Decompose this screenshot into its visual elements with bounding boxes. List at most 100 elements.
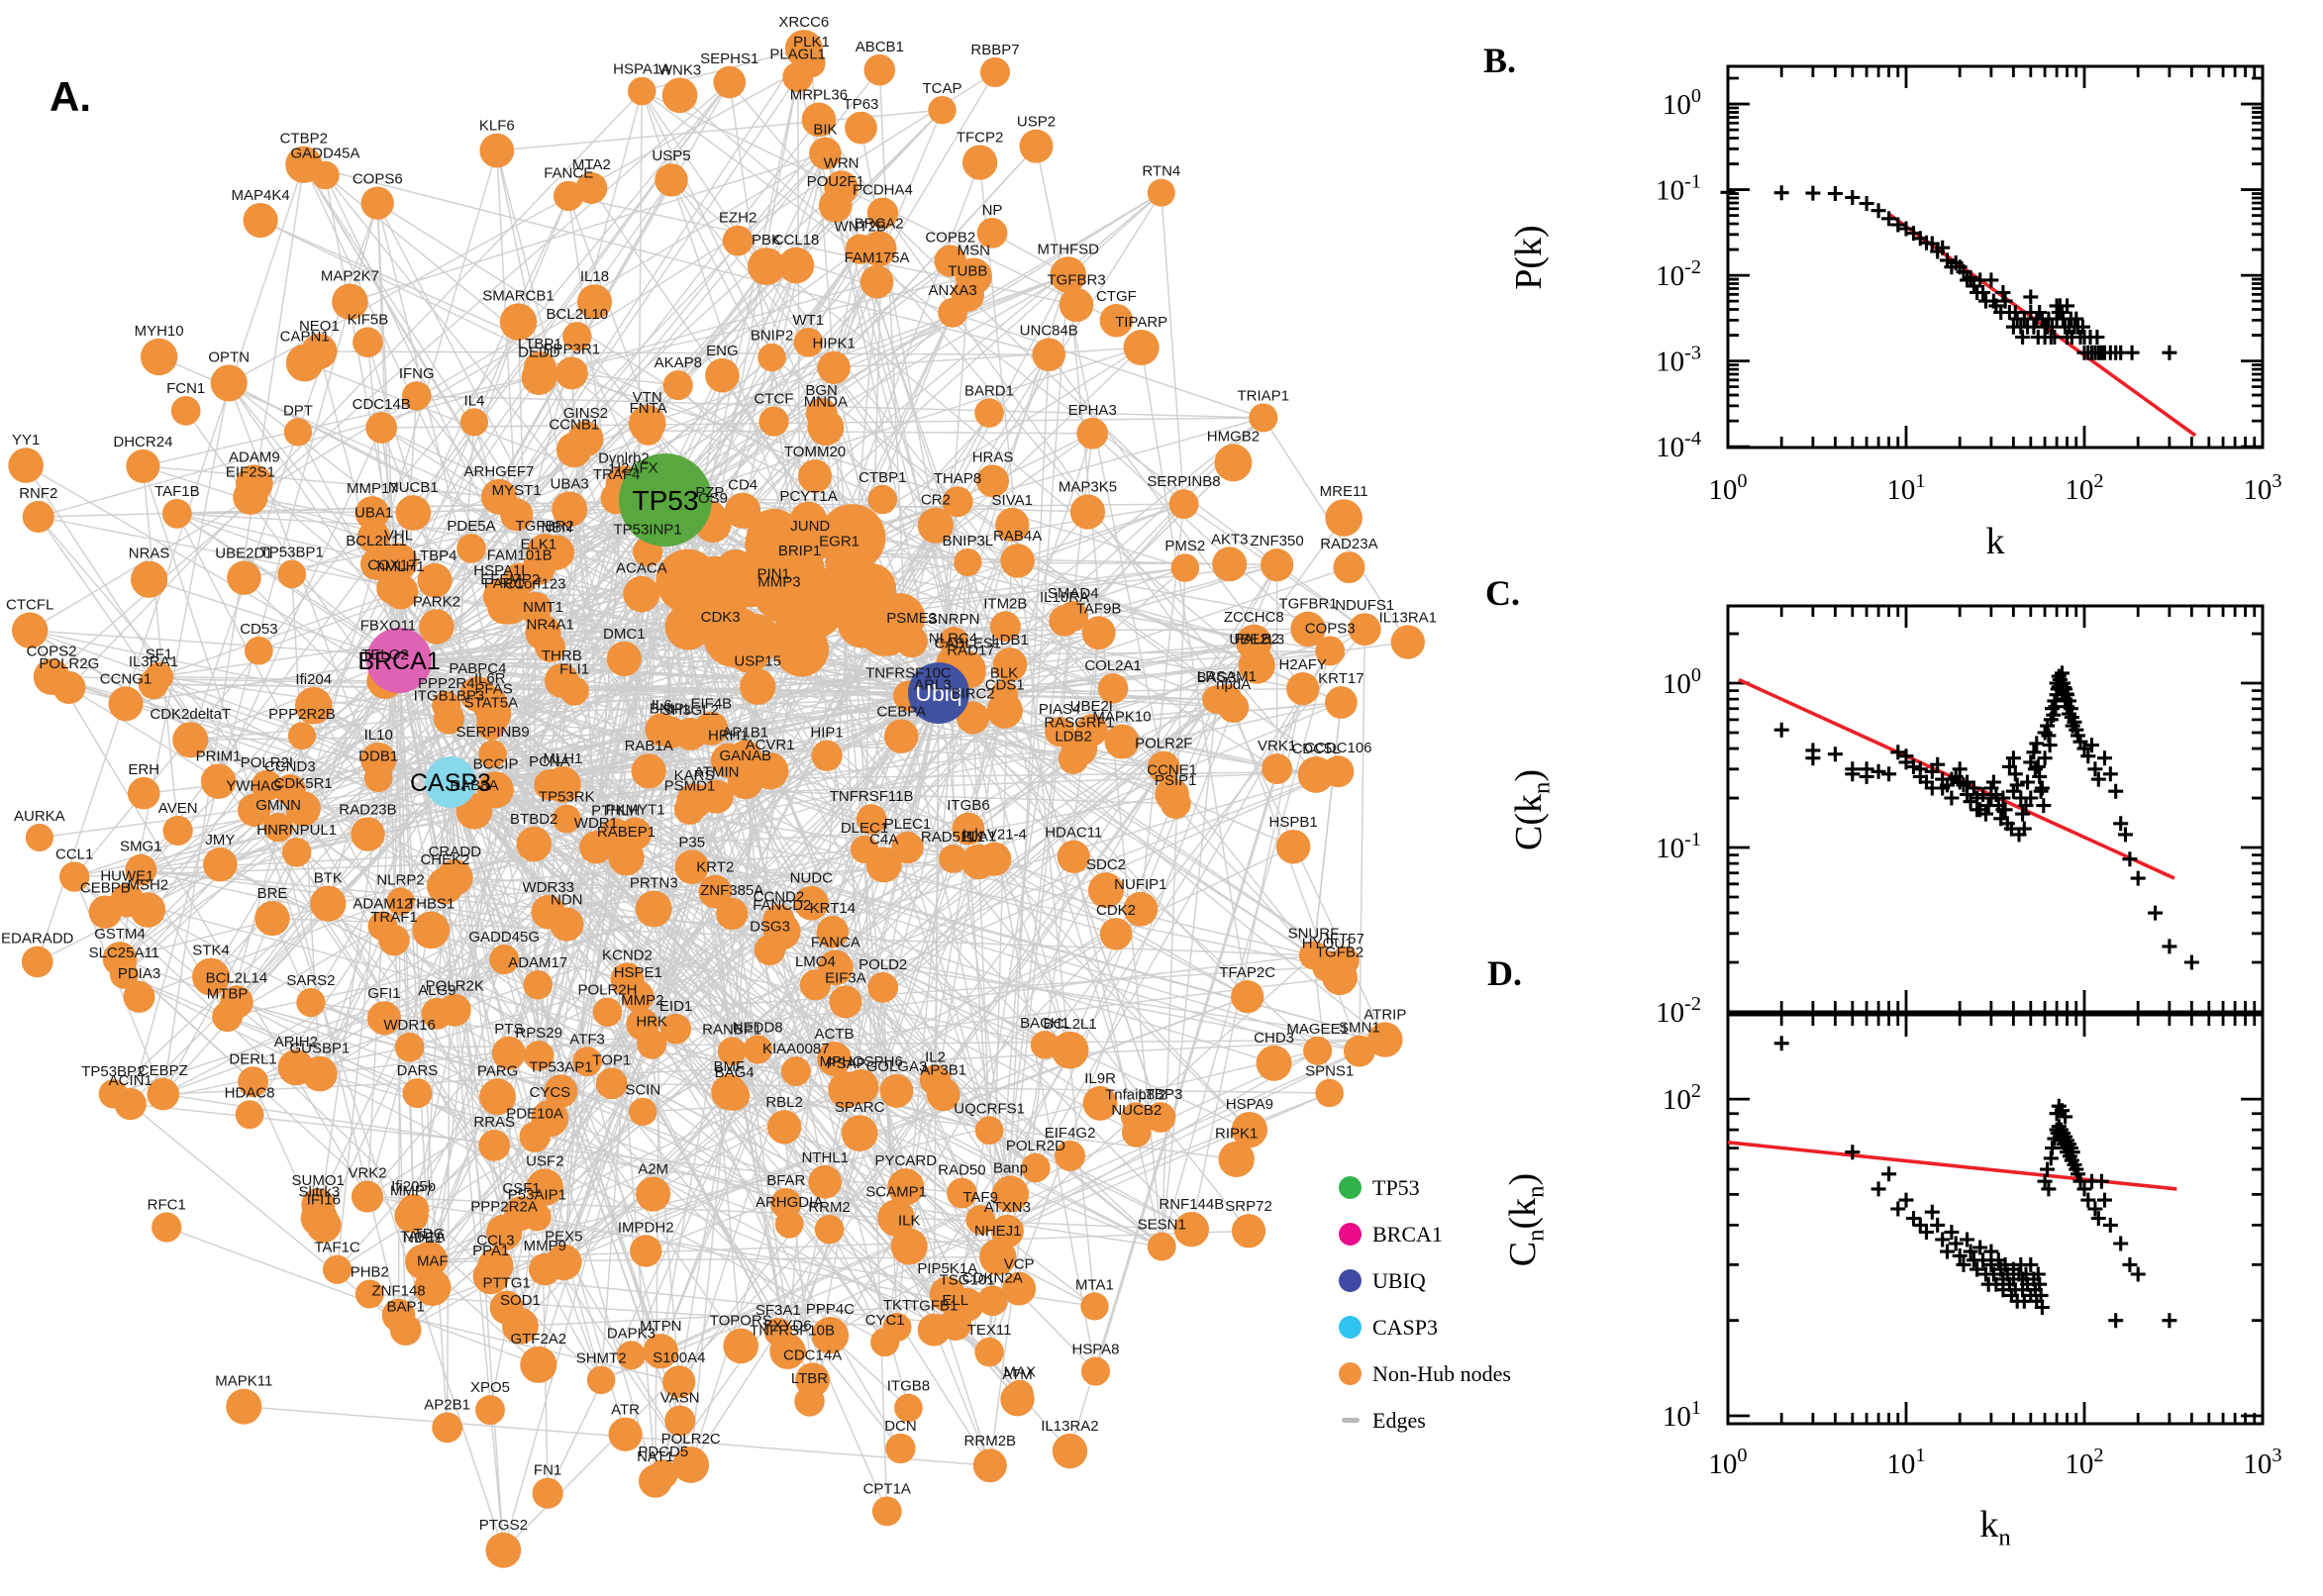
svg-text:PSMD1: PSMD1 bbox=[664, 778, 716, 795]
svg-text:STK4: STK4 bbox=[192, 943, 230, 959]
svg-text:BNIP2: BNIP2 bbox=[751, 328, 793, 345]
legend-item-nonhub: Non-Hub nodes bbox=[1339, 1350, 1511, 1397]
svg-text:10-1: 10-1 bbox=[1656, 829, 1701, 864]
svg-text:SF3A1: SF3A1 bbox=[756, 1302, 801, 1319]
svg-text:PDIA3: PDIA3 bbox=[118, 965, 160, 982]
svg-text:PALB2: PALB2 bbox=[1234, 631, 1279, 648]
svg-text:MMP9: MMP9 bbox=[524, 1238, 566, 1254]
svg-text:PARG: PARG bbox=[477, 1062, 518, 1079]
svg-text:KIF5B: KIF5B bbox=[348, 311, 389, 328]
svg-text:THRB: THRB bbox=[542, 648, 582, 664]
svg-text:TFCP2: TFCP2 bbox=[957, 129, 1004, 146]
svg-text:XPO5: XPO5 bbox=[470, 1379, 510, 1396]
svg-text:DCN: DCN bbox=[884, 1418, 917, 1435]
svg-text:HRK: HRK bbox=[636, 1014, 667, 1031]
svg-text:ADAM9: ADAM9 bbox=[229, 449, 280, 465]
svg-text:SERPINB8: SERPINB8 bbox=[1147, 473, 1220, 490]
svg-text:RABEP1: RABEP1 bbox=[597, 824, 656, 841]
svg-text:CTBP2: CTBP2 bbox=[280, 131, 328, 148]
svg-text:SRP72: SRP72 bbox=[1225, 1198, 1272, 1215]
svg-text:HRAS: HRAS bbox=[972, 449, 1014, 465]
svg-text:PPP2R2B: PPP2R2B bbox=[268, 706, 336, 723]
svg-text:SOD1: SOD1 bbox=[500, 1292, 541, 1309]
svg-text:CEBPZ: CEBPZ bbox=[139, 1062, 188, 1079]
svg-text:WDR16: WDR16 bbox=[383, 1017, 436, 1034]
svg-text:IL13RA2: IL13RA2 bbox=[1041, 1418, 1098, 1435]
svg-text:RTN4: RTN4 bbox=[1142, 163, 1180, 180]
svg-text:100: 100 bbox=[1663, 85, 1701, 121]
svg-text:MTA1: MTA1 bbox=[1075, 1276, 1114, 1293]
svg-text:POLR2G: POLR2G bbox=[39, 655, 99, 672]
svg-text:THAP8: THAP8 bbox=[934, 470, 981, 487]
svg-text:Dynlrb2: Dynlrb2 bbox=[598, 449, 650, 466]
svg-text:Ifi205b: Ifi205b bbox=[391, 1178, 436, 1195]
svg-text:EID1: EID1 bbox=[659, 998, 692, 1015]
hub-node-ubiq: Ubiq bbox=[908, 662, 969, 724]
svg-text:CDK2deltaT: CDK2deltaT bbox=[150, 706, 231, 723]
svg-text:CTCFL: CTCFL bbox=[6, 596, 53, 613]
svg-text:EIF3A: EIF3A bbox=[825, 969, 866, 986]
svg-text:HSPA1A: HSPA1A bbox=[613, 61, 670, 78]
svg-text:CSF1: CSF1 bbox=[502, 1180, 540, 1197]
svg-text:WNK3: WNK3 bbox=[658, 61, 701, 78]
panel-d-label: D. bbox=[1487, 953, 1522, 993]
svg-text:IL18: IL18 bbox=[580, 268, 609, 285]
svg-text:EIF2S1: EIF2S1 bbox=[226, 463, 275, 480]
svg-text:MMP3: MMP3 bbox=[758, 574, 800, 591]
legend-item-ubiq: UBIQ bbox=[1339, 1257, 1511, 1304]
svg-text:PDE10A: PDE10A bbox=[506, 1106, 563, 1123]
svg-text:UBE2I: UBE2I bbox=[1070, 698, 1113, 715]
svg-text:RAB4A: RAB4A bbox=[993, 528, 1042, 545]
chart-B-ticks bbox=[1726, 66, 2265, 449]
svg-text:PPP4C: PPP4C bbox=[806, 1301, 855, 1318]
svg-text:GTF2A2: GTF2A2 bbox=[510, 1331, 566, 1347]
svg-text:TSG101: TSG101 bbox=[940, 1272, 995, 1289]
svg-text:LDB1: LDB1 bbox=[991, 632, 1029, 648]
legend-item-tp53: TP53 bbox=[1339, 1164, 1511, 1211]
svg-text:PTTG1: PTTG1 bbox=[482, 1275, 530, 1292]
svg-text:BGN: BGN bbox=[805, 382, 838, 399]
svg-text:PSME3: PSME3 bbox=[886, 610, 937, 627]
svg-text:PARC: PARC bbox=[484, 575, 525, 592]
svg-text:BCL2L11: BCL2L11 bbox=[346, 533, 406, 549]
svg-text:PTHLH: PTHLH bbox=[591, 802, 640, 819]
network-node-labels: ARL3 MAGEE1 CDC14A DHCR24 TP53RK KIAA0087 THAP… bbox=[1, 14, 1437, 1534]
brca1-dot-icon bbox=[1339, 1223, 1362, 1246]
svg-text:ARHGEF7: ARHGEF7 bbox=[464, 463, 535, 480]
svg-text:RAD17: RAD17 bbox=[947, 643, 994, 659]
svg-text:TGFB2: TGFB2 bbox=[1316, 944, 1364, 960]
svg-text:ABCB1: ABCB1 bbox=[856, 39, 904, 55]
casp3-dot-icon bbox=[1339, 1316, 1362, 1339]
svg-text:ILK: ILK bbox=[898, 1212, 921, 1229]
svg-text:TGFBR3: TGFBR3 bbox=[1048, 272, 1106, 289]
svg-text:THBS1: THBS1 bbox=[407, 896, 454, 913]
svg-text:CD53: CD53 bbox=[240, 621, 277, 638]
svg-text:PTGS2: PTGS2 bbox=[479, 1517, 528, 1534]
svg-text:EPHA3: EPHA3 bbox=[1068, 402, 1117, 419]
svg-text:10-1: 10-1 bbox=[1656, 170, 1701, 206]
svg-text:MYH10: MYH10 bbox=[135, 323, 184, 340]
svg-text:ITGB1BP3: ITGB1BP3 bbox=[414, 687, 485, 704]
svg-text:10-3: 10-3 bbox=[1656, 342, 1701, 377]
svg-text:NLRP2: NLRP2 bbox=[376, 871, 424, 888]
svg-text:VRK1: VRK1 bbox=[1258, 738, 1296, 754]
svg-text:CCNB1: CCNB1 bbox=[549, 417, 599, 434]
svg-text:ELL: ELL bbox=[942, 1292, 968, 1309]
svg-text:TOP1: TOP1 bbox=[592, 1051, 631, 1068]
svg-text:PPP2R2A: PPP2R2A bbox=[470, 1199, 538, 1216]
svg-text:100: 100 bbox=[1708, 1445, 1747, 1480]
svg-text:MAPK10: MAPK10 bbox=[1092, 709, 1151, 726]
svg-text:RIPK1: RIPK1 bbox=[1215, 1126, 1258, 1143]
svg-text:PIP5K1A: PIP5K1A bbox=[917, 1260, 977, 1277]
svg-text:TP53RK: TP53RK bbox=[539, 789, 595, 806]
svg-text:WDR1: WDR1 bbox=[574, 815, 618, 832]
svg-text:DDB1: DDB1 bbox=[358, 748, 398, 764]
svg-text:TNFRSF10C: TNFRSF10C bbox=[865, 665, 952, 682]
svg-text:LMO4: LMO4 bbox=[795, 953, 836, 970]
svg-text:CCNE1: CCNE1 bbox=[1147, 761, 1197, 778]
svg-text:CCL1: CCL1 bbox=[55, 846, 93, 862]
svg-text:PJA1: PJA1 bbox=[961, 829, 997, 846]
svg-text:101: 101 bbox=[1663, 1397, 1701, 1433]
svg-text:CEBPB: CEBPB bbox=[80, 879, 131, 896]
